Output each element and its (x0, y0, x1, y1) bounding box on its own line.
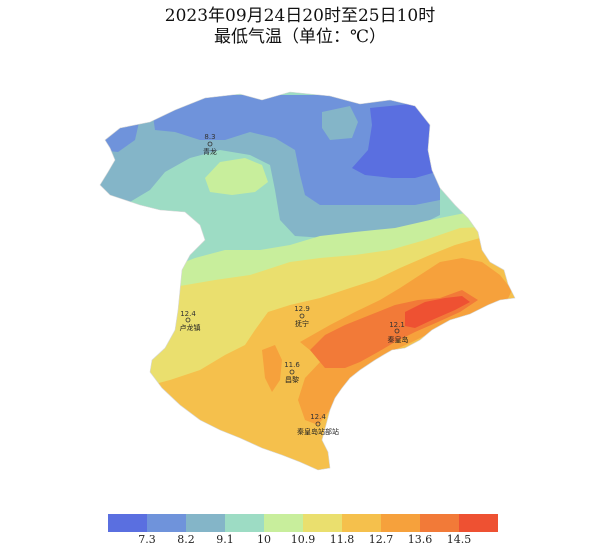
station-lulongzhen[interactable]: 12.4 卢龙镇 (180, 310, 201, 332)
station-value: 12.1 (389, 321, 405, 329)
legend-swatch (264, 514, 303, 532)
station-markers: 8.3 青龙 12.4 卢龙镇 12.9 抚宁 12.1 秦皇岛 11.6 昌黎… (180, 133, 409, 436)
station-changli[interactable]: 11.6 昌黎 (284, 361, 300, 384)
legend-swatch (381, 514, 420, 532)
station-funing[interactable]: 12.9 抚宁 (294, 305, 310, 328)
zone-island-ne (322, 106, 358, 140)
zone-coldest (352, 102, 440, 178)
station-name: 昌黎 (285, 375, 299, 384)
station-dot (289, 369, 295, 375)
zone-tongue (262, 345, 282, 392)
station-qinhuangdao-south[interactable]: 12.4 秦皇岛站部站 (297, 413, 339, 436)
station-name: 卢龙镇 (180, 323, 201, 332)
station-dot (207, 141, 213, 147)
legend-threshold-label: 10.9 (290, 533, 316, 546)
station-dot (315, 421, 321, 427)
map-title: 2023年09月24日20时至25日10时 (164, 6, 436, 26)
legend-threshold-label: 9.1 (216, 533, 234, 546)
legend-threshold-label: 14.5 (446, 533, 472, 546)
legend-labels: 7.3 8.2 9.1 10 10.9 11.8 12.7 13.6 14.5 (0, 533, 600, 547)
station-value: 12.9 (294, 305, 310, 313)
station-name: 青龙 (203, 147, 217, 156)
legend-swatch (459, 514, 498, 532)
legend-swatch (420, 514, 459, 532)
legend-swatch (342, 514, 381, 532)
station-dot (299, 313, 305, 319)
station-value: 11.6 (284, 361, 300, 369)
legend-threshold-label: 12.7 (368, 533, 394, 546)
legend-swatch (147, 514, 186, 532)
station-dot (185, 317, 191, 323)
legend-threshold-label: 13.6 (407, 533, 433, 546)
zone-warm-island (205, 158, 268, 195)
station-value: 12.4 (180, 310, 196, 318)
station-dot (394, 328, 400, 334)
station-value: 12.4 (310, 413, 326, 421)
legend-swatch (186, 514, 225, 532)
legend-threshold-label: 11.8 (329, 533, 355, 546)
station-qinglong[interactable]: 8.3 青龙 (203, 133, 217, 156)
station-name: 抚宁 (295, 319, 309, 328)
legend-threshold-label: 7.3 (138, 533, 156, 546)
station-name: 秦皇岛 (388, 335, 409, 344)
zone-hottest (405, 296, 470, 328)
legend-swatch (225, 514, 264, 532)
legend-threshold-label: 10 (257, 533, 271, 546)
temperature-zones (100, 92, 515, 470)
station-value: 8.3 (204, 133, 215, 141)
legend-swatch (108, 514, 147, 532)
legend-threshold-label: 8.2 (177, 533, 195, 546)
zone-7-8 (150, 95, 440, 205)
color-legend (108, 514, 498, 532)
legend-swatch (303, 514, 342, 532)
station-name: 秦皇岛站部站 (297, 427, 339, 436)
map-subtitle: 最低气温（单位：℃） (213, 27, 387, 47)
station-qinhuangdao[interactable]: 12.1 秦皇岛 (388, 321, 409, 344)
